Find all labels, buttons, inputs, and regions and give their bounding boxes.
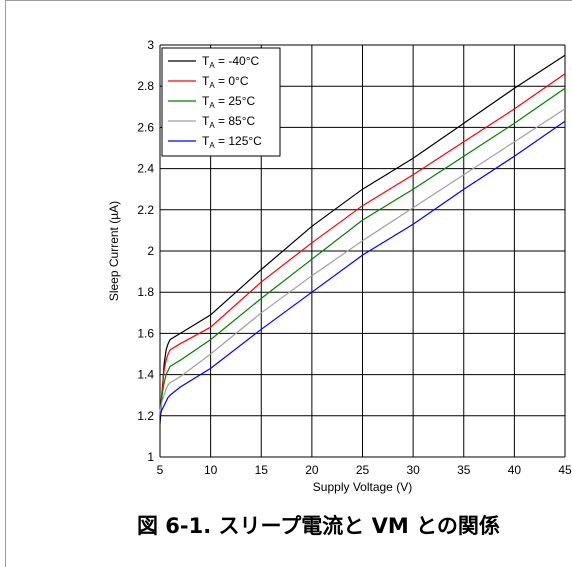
legend: TA = -40°C TA = 0°C TA = 25°C TA = 85°C TA =… (161, 47, 281, 157)
series-line (159, 73, 566, 416)
figure-frame (5, 0, 572, 567)
series-lines (159, 54, 566, 425)
y-tick-label: 3 (147, 38, 154, 52)
y-tick-label: 2.6 (137, 120, 154, 134)
figure-caption: 図 6-1. スリープ電流と VM との関係 (137, 514, 500, 538)
y-tick-label: 2 (147, 244, 154, 258)
legend-label: TA = 125°C (202, 134, 262, 150)
y-tick-label: 1.6 (137, 326, 154, 340)
series-line (159, 108, 566, 412)
tick-labels: 5 10 15 20 25 30 35 40 45 1 1.2 1.4 1.6 1.8 2 2.2 2.4 2.6… (137, 38, 572, 477)
series-line (159, 54, 566, 425)
x-tick-label: 30 (406, 463, 420, 477)
y-tick-label: 2.8 (137, 79, 154, 93)
x-tick-label: 45 (558, 463, 572, 477)
sleep-current-chart: TA = -40°C TA = 0°C TA = 25°C TA = 85°C TA =… (107, 38, 572, 494)
x-tick-label: 25 (356, 463, 370, 477)
legend-label: TA = 0°C (202, 74, 249, 90)
legend-label: TA = -40°C (202, 54, 260, 70)
grid (159, 44, 566, 458)
x-tick-label: 10 (204, 463, 218, 477)
series-line (159, 120, 566, 416)
x-tick-label: 20 (305, 463, 319, 477)
x-tick-label: 35 (457, 463, 471, 477)
y-tick-label: 1.4 (137, 368, 154, 382)
legend-label: TA = 25°C (202, 94, 256, 110)
y-tick-label: 1 (147, 450, 154, 464)
legend-box (161, 47, 281, 157)
x-tick-label: 40 (508, 463, 522, 477)
y-tick-label: 1.2 (137, 409, 154, 423)
y-tick-label: 2.4 (137, 162, 154, 176)
series-line (159, 87, 566, 412)
x-tick-label: 5 (157, 463, 164, 477)
y-tick-label: 1.8 (137, 285, 154, 299)
y-tick-label: 2.2 (137, 203, 154, 217)
x-tick-label: 15 (255, 463, 269, 477)
y-axis-title: Sleep Current (µA) (107, 201, 121, 301)
x-axis-title: Supply Voltage (V) (313, 480, 412, 494)
legend-label: TA = 85°C (202, 114, 256, 130)
